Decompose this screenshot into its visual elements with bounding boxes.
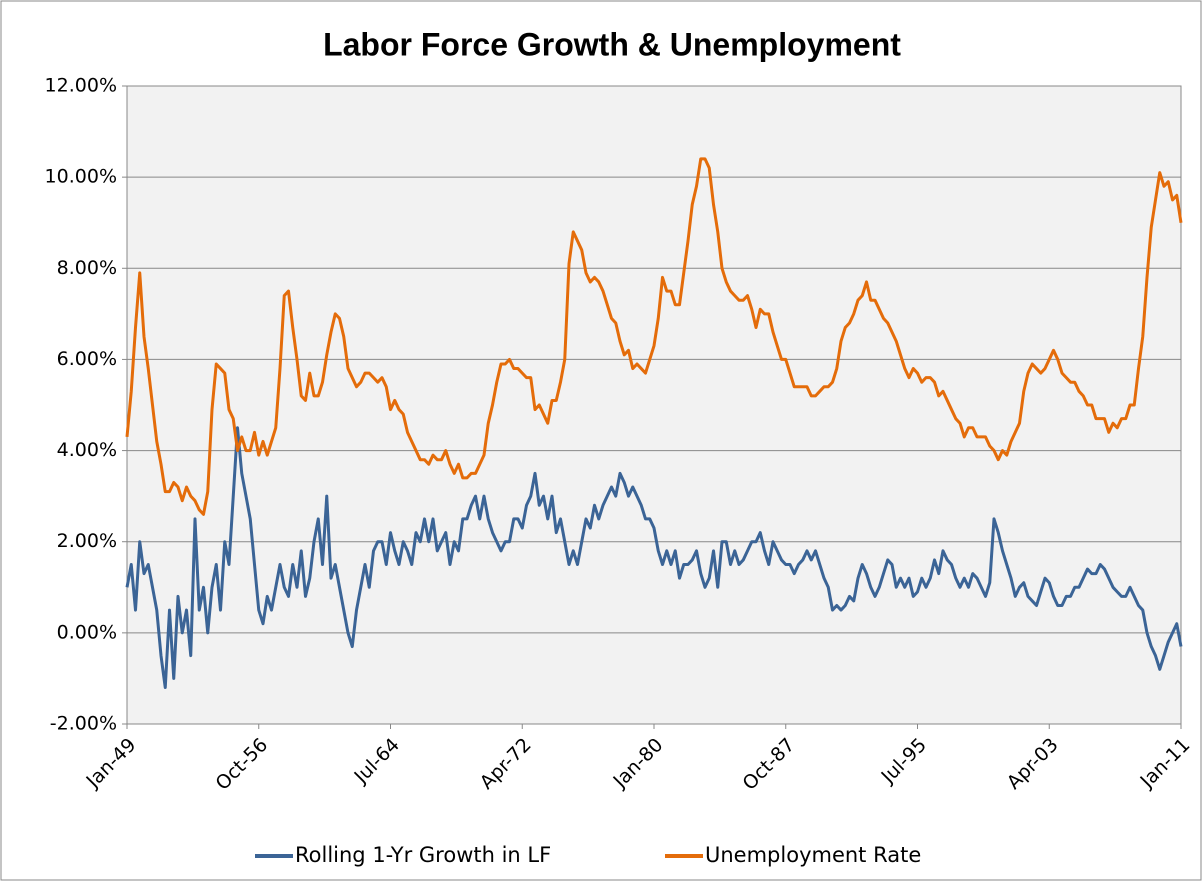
chart-title: Labor Force Growth & Unemployment (323, 26, 901, 62)
y-tick-label: 0.00% (57, 621, 117, 643)
plot-area (126, 85, 1182, 725)
legend-label: Unemployment Rate (705, 843, 921, 867)
y-tick-label: 10.00% (45, 166, 117, 188)
y-tick-label: 2.00% (57, 530, 117, 552)
y-tick-label: 6.00% (57, 348, 117, 370)
y-tick-label: 4.00% (57, 439, 117, 461)
legend-label: Rolling 1-Yr Growth in LF (295, 843, 551, 867)
y-tick-label: 8.00% (57, 257, 117, 279)
y-tick-label: -2.00% (50, 713, 117, 735)
y-tick-label: 12.00% (45, 75, 117, 97)
series-line (125, 426, 1183, 690)
series-line (125, 157, 1183, 516)
